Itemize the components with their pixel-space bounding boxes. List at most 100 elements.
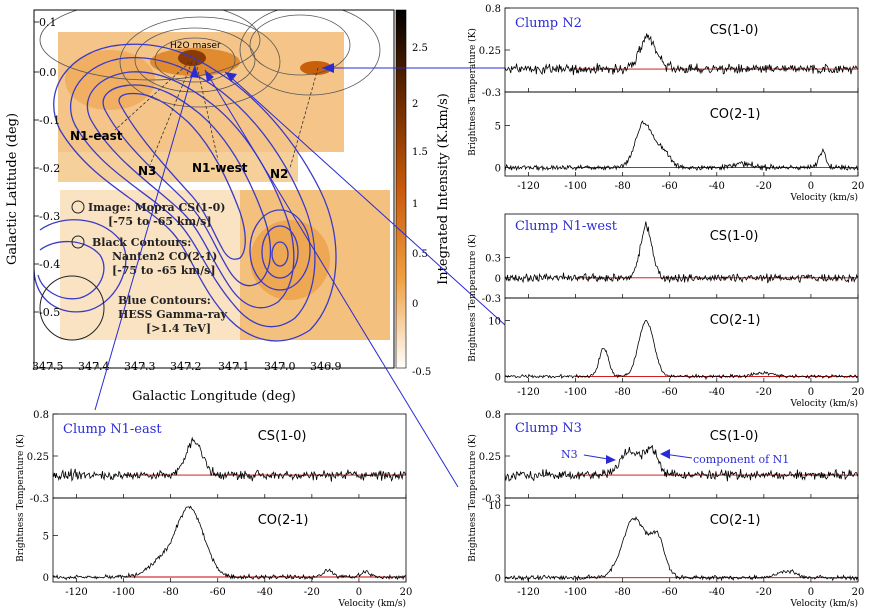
molecular-line-label: CS(1-0) [710,23,759,38]
colorbar-tick-label: 1.5 [412,147,428,158]
x-tick-label: 20 [852,587,865,598]
spectrum-clump-n1-east: CS(1-0) 0.8 0.25 -0.3 CO(2-1) 5 0 Clump N1-east… [15,410,412,609]
annotation-n3-arrowhead [606,455,616,464]
x-tick-label: -120 [517,587,539,598]
y-tick-label: 5 [43,531,49,542]
x-tick-label: -60 [662,181,678,192]
colorbar-ticks: 2.5 2 1.5 1 0.5 0 -0.5 [412,43,431,378]
map-x-tick-label: 347.2 [170,360,202,373]
legend-blue-line3: [>1.4 TeV] [146,322,211,335]
map-y-tick-label: 0.1 [39,16,57,29]
x-tick-label: -40 [709,587,725,598]
x-tick-label: 20 [852,181,865,192]
connector-arrowheads [190,63,334,82]
map-x-tick-label: 347.1 [218,360,250,373]
label-h2o-maser: H2O maser [170,41,221,51]
spectrum-line-cs [504,33,858,76]
y-tick-label: 0 [495,164,501,175]
spectrum-panel: CO(2-1) 10 0 [488,497,859,585]
x-tick-label: 0 [808,587,814,598]
panel-frame [504,497,859,583]
spectrum-title: Clump N1-west [515,219,618,234]
nanten-beam-icon [71,235,85,249]
y-tick-label: -0.3 [30,494,49,505]
connector-n1-east [94,64,196,411]
spectrum-line-cs [52,436,406,482]
legend-black-line1: Black Contours: [92,236,191,249]
mopra-beam-icon [71,200,85,214]
y-tick-label: 0.8 [485,4,501,15]
x-tick-label: -100 [564,387,586,398]
x-tick-label: -20 [304,587,320,598]
colorbar-tick-label: -0.5 [412,367,431,378]
colorbar-tick-label: 2.5 [412,43,428,54]
x-tick-label: -80 [615,587,631,598]
map-y-tick-label: -0.5 [39,306,60,319]
label-n2: N2 [270,167,288,181]
x-tick-label: -80 [163,587,179,598]
spectrum-line-co [504,319,858,380]
spectrum-clump-n1-west: CS(1-0) 0.3 0 -0.3 CO(2-1) 10 0 Clump N1-west -1… [467,213,864,409]
y-tick-label: 0 [495,372,501,383]
y-axis-label: Brightness Temperature (K) [467,28,478,156]
y-tick-label: 0.25 [27,452,49,463]
x-tick-label: -120 [65,587,87,598]
map-x-tick-label: 347.3 [124,360,156,373]
colorbar-label: Integrated Intensity (K.km/s) [436,93,451,285]
annotation-n3: N3 [561,448,578,461]
spectrum-clump-n2: CS(1-0) 0.8 0.25 -0.3 CO(2-1) 5 0 Clump N2 -120 -… [467,4,864,203]
x-tick-label: 0 [356,587,362,598]
hess-gamma-contours [34,43,337,342]
map-x-label: Galactic Longitude (deg) [132,389,296,404]
colorbar [395,9,407,369]
colorbar-tick-label: 0 [412,299,418,310]
spectrum-clump-n3: N3 component of N1 CS(1-0)0.80.25-0.3CO(… [467,410,864,609]
annotation-component-arrowhead [660,449,670,459]
legend-image-line2: [-75 to -65 km/s] [108,215,212,228]
y-tick-label: 0.25 [479,452,501,463]
x-tick-label: -60 [662,387,678,398]
y-axis-label: Brightness Temperature (K) [467,234,478,362]
spectrum-title: Clump N3 [515,421,582,436]
y-tick-label: -0.3 [482,88,501,99]
map-x-tick-label: 347.4 [78,360,110,373]
molecular-line-label: CO(2-1) [258,513,309,528]
label-n1-west: N1-west [192,161,248,175]
map-frame [33,9,395,369]
legend-black-line3: [-75 to -65 km/s] [112,264,216,277]
arrow-n3 [205,70,214,82]
x-axis-label: Velocity (km/s) [338,598,406,609]
y-tick-label: 0 [43,573,49,584]
x-tick-label: 0 [808,387,814,398]
molecular-line-label: CO(2-1) [710,313,761,328]
map-legend: Image: Mopra CS(1-0) [-75 to -65 km/s] B… [39,200,228,341]
x-tick-label: -120 [517,181,539,192]
y-tick-label: 0 [495,574,501,585]
x-tick-label: -120 [517,387,539,398]
molecular-line-label: CS(1-0) [710,229,759,244]
x-axis-label: Velocity (km/s) [790,598,858,609]
x-tick-label: -40 [709,387,725,398]
panel-frame [504,297,859,383]
spectrum-panel: CO(2-1) 5 0 [43,497,407,584]
molecular-line-label: CS(1-0) [258,429,307,444]
molecular-line-label: CO(2-1) [710,513,761,528]
connector-n1-west [224,71,506,326]
colorbar-tick-label: 0.5 [412,249,428,260]
y-tick-label: -0.3 [482,294,501,305]
x-tick-label: -100 [112,587,134,598]
x-axis-label: Velocity (km/s) [790,398,858,409]
spectrum-title: Clump N2 [515,16,582,31]
sky-map: N1-east N3 N1-west N2 H2O maser Image: M… [5,9,451,404]
map-x-tick-label: 347.5 [32,360,64,373]
spectrum-title: Clump N1-east [63,422,162,437]
map-y-label: Galactic Latitude (deg) [5,113,20,265]
y-axis-label: Brightness Temperature (K) [467,434,478,562]
legend-image-line1: Image: Mopra CS(1-0) [88,201,225,214]
y-tick-label: 0.8 [485,410,501,421]
map-y-tick-label: 0.0 [39,66,57,79]
y-tick-label: 10 [488,501,501,512]
x-tick-label: -20 [756,587,772,598]
x-tick-label: -40 [257,587,273,598]
